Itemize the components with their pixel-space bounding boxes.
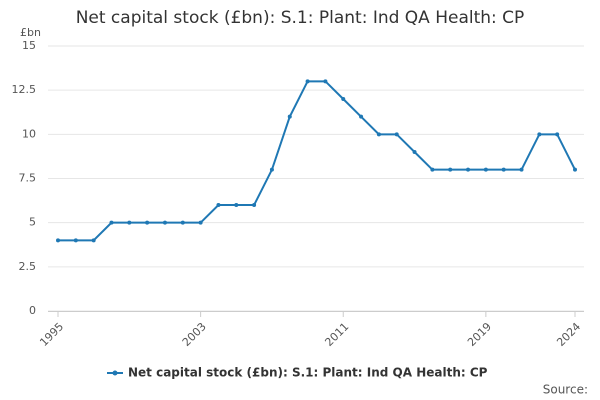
data-point <box>466 167 471 172</box>
x-tick-label: 2024 <box>554 320 583 349</box>
data-point <box>376 132 381 137</box>
data-point <box>537 132 542 137</box>
data-point <box>359 114 364 119</box>
y-tick-label: 2.5 <box>19 260 37 273</box>
data-point <box>555 132 560 137</box>
data-point <box>430 167 435 172</box>
y-tick-label: 7.5 <box>19 172 37 185</box>
y-tick-label: 10 <box>22 127 36 140</box>
data-point <box>91 238 96 243</box>
data-point <box>216 203 221 207</box>
data-point <box>412 150 417 154</box>
data-point <box>269 167 274 172</box>
data-point <box>162 220 167 225</box>
data-point <box>145 220 150 225</box>
data-point <box>341 97 346 101</box>
legend-marker <box>112 370 118 376</box>
x-tick-label: 2019 <box>465 320 494 349</box>
x-tick-label: 2003 <box>180 320 209 349</box>
data-point <box>448 167 453 172</box>
y-tick-label: 12.5 <box>12 83 37 96</box>
data-point <box>305 79 310 84</box>
data-point <box>198 220 203 225</box>
data-point <box>287 114 292 119</box>
data-point <box>234 203 239 207</box>
data-point <box>127 220 132 225</box>
data-line <box>58 80 576 242</box>
x-tick-label: 1995 <box>37 320 66 349</box>
data-point <box>483 167 488 172</box>
source: Source: <box>543 383 588 397</box>
data-point <box>394 132 399 137</box>
data-point <box>252 203 257 207</box>
data-point <box>180 220 185 225</box>
data-point <box>323 79 328 84</box>
y-tick-label: 0 <box>29 304 36 317</box>
y-tick-label: 5 <box>29 216 36 229</box>
data-point <box>519 167 524 172</box>
data-point <box>501 167 506 172</box>
chart-title: Net capital stock (£bn): S.1: Plant: Ind… <box>76 8 525 28</box>
legend-label: Net capital stock (£bn): S.1: Plant: Ind… <box>128 366 488 380</box>
data-point <box>109 220 114 225</box>
y-tick-label: 15 <box>22 39 36 52</box>
data-point <box>56 238 60 243</box>
data-point <box>73 238 78 243</box>
data-point <box>573 167 577 172</box>
x-tick-label: 2011 <box>322 320 351 349</box>
y-axis-label: £bn <box>20 26 41 39</box>
